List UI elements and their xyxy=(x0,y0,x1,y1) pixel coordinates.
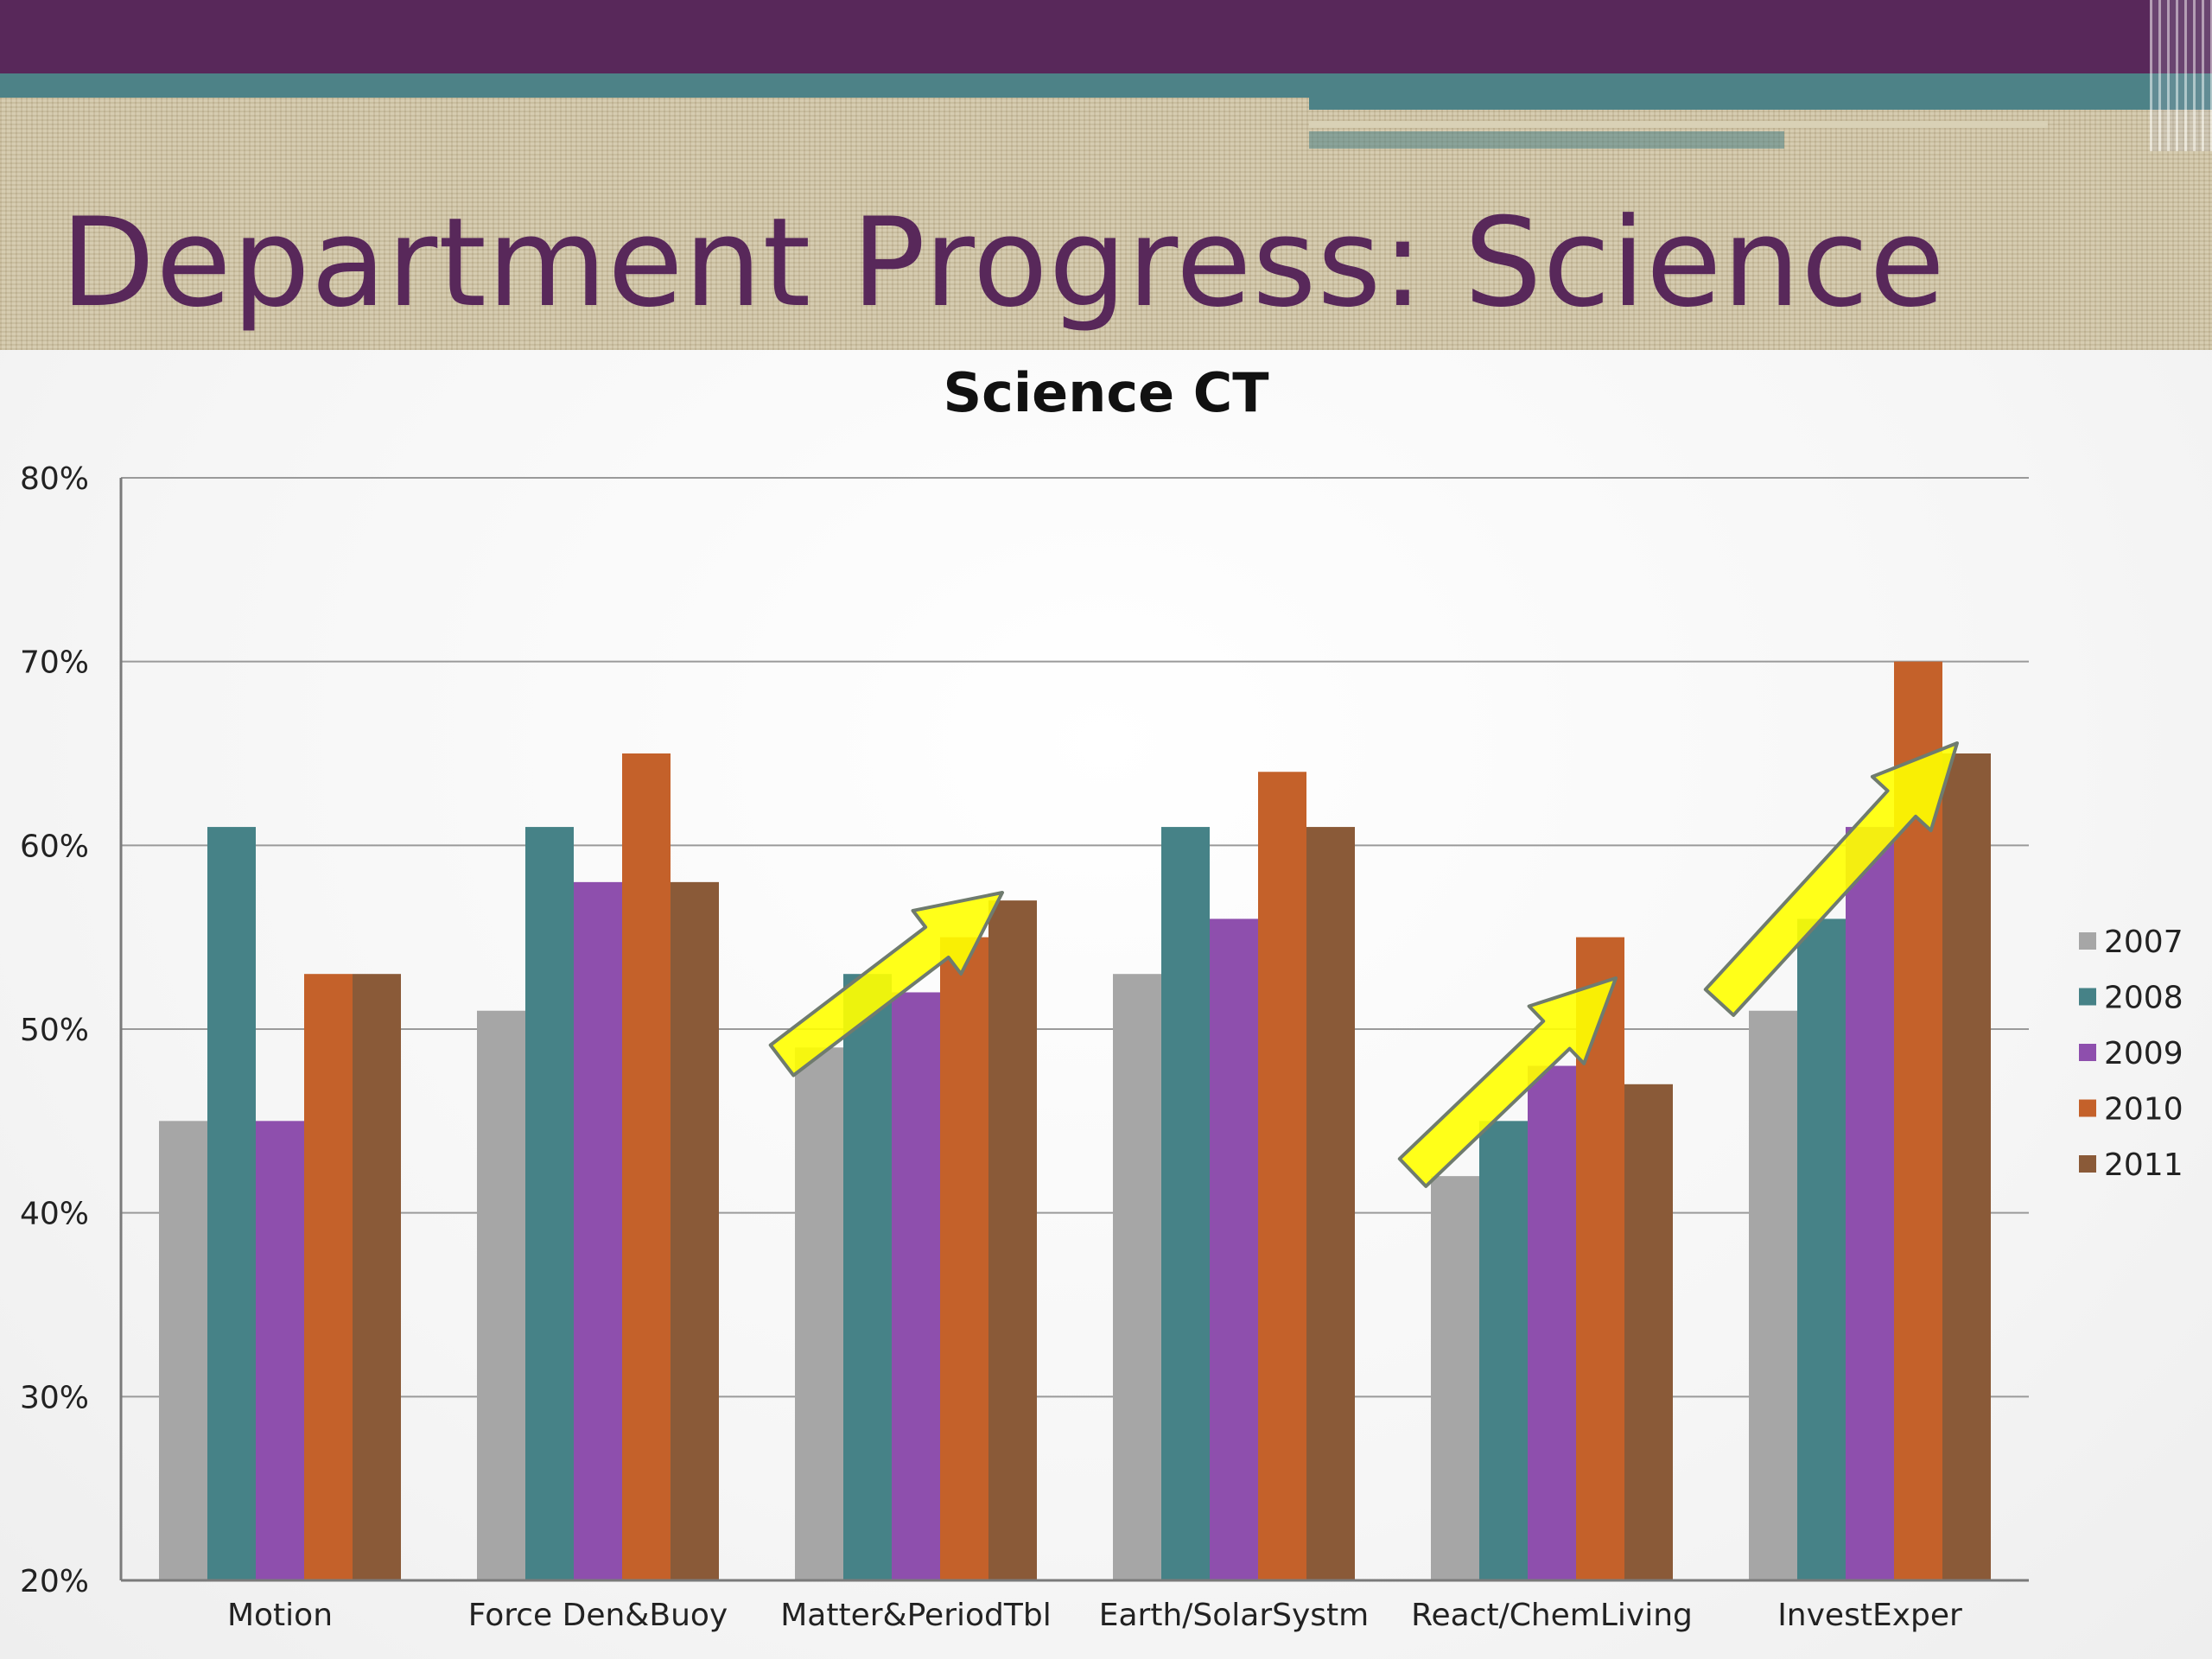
legend-swatch xyxy=(2079,1099,2096,1117)
y-tick-label: 30% xyxy=(20,1380,89,1415)
bar xyxy=(892,992,940,1580)
bar xyxy=(1479,1121,1528,1580)
legend-swatch xyxy=(2079,1044,2096,1061)
legend-label: 2008 xyxy=(2104,981,2183,1016)
arrow-annotation xyxy=(768,891,1004,1077)
y-tick-label: 50% xyxy=(20,1013,89,1048)
bar xyxy=(622,753,671,1580)
y-tick-label: 20% xyxy=(20,1564,89,1599)
teal-band xyxy=(0,73,2212,98)
bar xyxy=(353,974,401,1580)
bar xyxy=(988,900,1037,1580)
y-axis: 20% 30% 40% 50% 60% 70% 80% xyxy=(20,461,123,1599)
x-tick-label: Matter&PeriodTbl xyxy=(780,1598,1051,1633)
x-tick-label: InvestExper xyxy=(1777,1598,1962,1633)
legend: 2007 2008 2009 2010 2011 xyxy=(2079,925,2183,1183)
bar xyxy=(1846,827,1894,1580)
gridlines xyxy=(121,477,2029,1581)
bar xyxy=(1306,827,1355,1580)
bar xyxy=(1624,1084,1673,1580)
x-tick-label: Earth/SolarSystm xyxy=(1099,1598,1370,1633)
decorative-stripe xyxy=(1309,121,2048,128)
legend-swatch xyxy=(2079,988,2096,1006)
legend-label: 2010 xyxy=(2104,1092,2183,1128)
bars xyxy=(159,661,1991,1580)
bar xyxy=(477,1010,525,1580)
legend-swatch xyxy=(2079,1155,2096,1173)
legend-label: 2007 xyxy=(2104,925,2183,960)
bar xyxy=(1258,772,1306,1580)
bar xyxy=(1161,827,1210,1580)
decorative-stripe xyxy=(1309,98,2212,110)
y-tick-label: 70% xyxy=(20,645,89,681)
slide-title: Department Progress: Science xyxy=(60,192,1946,334)
y-tick-label: 40% xyxy=(20,1197,89,1232)
header-band xyxy=(0,98,2212,350)
legend-label: 2009 xyxy=(2104,1036,2183,1071)
bar xyxy=(304,974,353,1580)
bar xyxy=(1749,1010,1797,1580)
bar xyxy=(159,1121,207,1580)
x-tick-label: Force Den&Buoy xyxy=(468,1598,728,1633)
chart: Science CT 20% 30% 40% 50% 60% 70% 80% Motion F… xyxy=(0,350,2212,1659)
arrow-annotation xyxy=(1703,741,1959,1017)
bar xyxy=(1210,918,1258,1580)
decorative-edge xyxy=(2150,0,2212,151)
bar xyxy=(1431,1176,1479,1580)
bar xyxy=(1942,753,1991,1580)
chart-title: Science CT xyxy=(943,361,1268,424)
arrow-annotation xyxy=(1397,976,1618,1188)
bar xyxy=(207,827,256,1580)
decorative-stripe xyxy=(1309,131,1784,149)
bar xyxy=(525,827,574,1580)
bar xyxy=(843,974,892,1580)
annotations xyxy=(768,741,1959,1188)
bar xyxy=(574,881,622,1580)
bar xyxy=(940,937,988,1580)
legend-swatch xyxy=(2079,932,2096,950)
bar xyxy=(1113,974,1161,1580)
x-axis: Motion Force Den&Buoy Matter&PeriodTbl Eart… xyxy=(121,1579,2029,1633)
bar xyxy=(795,1047,843,1580)
bar xyxy=(671,881,719,1580)
legend-label: 2011 xyxy=(2104,1147,2183,1183)
y-tick-label: 80% xyxy=(20,461,89,497)
y-tick-label: 60% xyxy=(20,829,89,864)
x-tick-label: React/ChemLiving xyxy=(1411,1598,1693,1633)
bar xyxy=(1528,1065,1576,1580)
bar xyxy=(1797,918,1846,1580)
bar xyxy=(256,1121,304,1580)
top-purple-bar xyxy=(0,0,2212,73)
x-tick-label: Motion xyxy=(227,1598,333,1633)
